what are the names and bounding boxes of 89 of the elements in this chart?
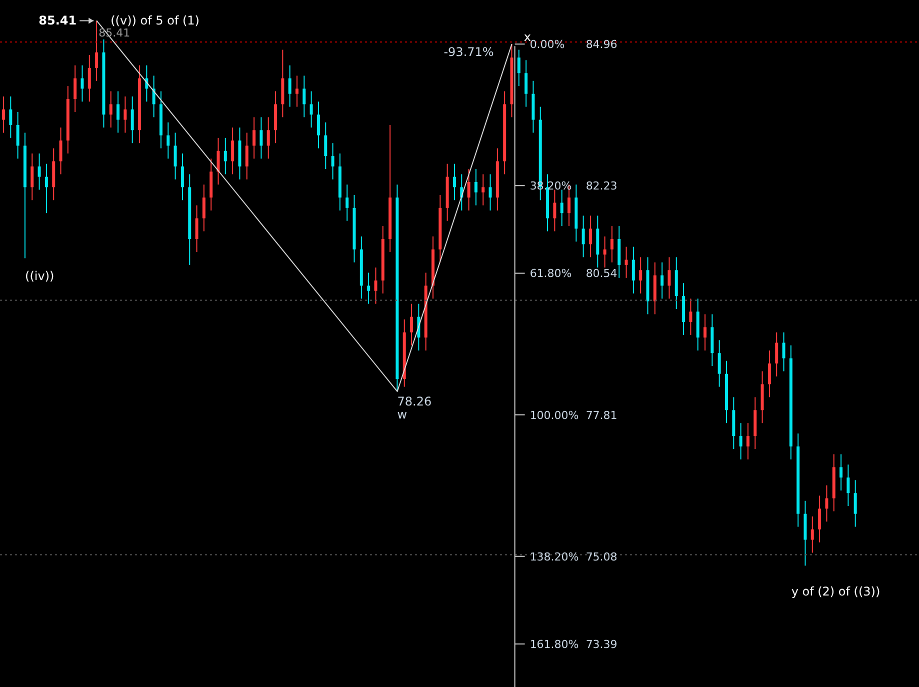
candlestick (130, 96, 134, 144)
candlestick (59, 127, 62, 175)
candlestick (346, 184, 349, 222)
candlestick (718, 340, 721, 388)
candlestick (30, 152, 34, 201)
annotation: 161.80% (530, 638, 579, 651)
candlestick (231, 127, 234, 175)
candlestick (109, 90, 112, 128)
candlestick (588, 215, 592, 258)
candlestick (95, 20, 98, 82)
candlestick (825, 484, 828, 522)
candlestick (474, 168, 478, 206)
candlestick (324, 122, 328, 170)
candlestick (16, 111, 20, 160)
candlestick (818, 495, 822, 543)
candlestick (603, 236, 606, 268)
candlestick (116, 90, 120, 134)
candlestick (768, 350, 771, 398)
candlestick (9, 96, 12, 138)
candlestick (44, 163, 48, 214)
annotation: 138.20% (530, 550, 579, 564)
candlestick (374, 267, 378, 304)
y-tick-label: 84.96 (586, 38, 618, 52)
candlestick (260, 116, 263, 160)
candlestick (689, 298, 692, 336)
candlestick (166, 122, 170, 160)
candlestick (840, 454, 843, 491)
candlestick (331, 142, 334, 180)
candlestick (288, 64, 292, 108)
candlestick (810, 516, 814, 554)
candlestick (310, 90, 313, 128)
candlestick (367, 272, 370, 304)
annotation: x (524, 30, 531, 44)
candlestick (80, 64, 84, 102)
candlestick (180, 152, 184, 201)
candlestick (174, 132, 177, 180)
annotation: 0.00% (530, 38, 565, 52)
candlestick (782, 332, 786, 372)
candlestick (124, 96, 127, 134)
y-tick-label: 77.81 (586, 408, 618, 422)
candlestick (2, 96, 5, 134)
annotation: 85.41 (38, 14, 77, 28)
candlestick (216, 137, 220, 186)
annotation: 61.80% (530, 267, 572, 280)
candlestick (524, 60, 528, 108)
annotation: 100.00% (530, 408, 579, 422)
candlestick (610, 226, 614, 263)
candlestick (704, 314, 707, 351)
candlestick (195, 204, 198, 252)
annotation: -93.71% (444, 45, 494, 60)
y-tick-label: 82.23 (586, 180, 618, 193)
y-tick-label: 75.08 (586, 550, 618, 564)
candlestick (560, 189, 564, 227)
candlestick (739, 422, 742, 460)
candlestick (316, 101, 320, 149)
candlestick (854, 480, 857, 528)
candlestick (452, 163, 456, 201)
candlestick (668, 256, 671, 300)
candlestick (410, 303, 414, 346)
candlestick (74, 64, 77, 112)
candlestick (224, 137, 227, 175)
annotation: y of (2) of ((3)) (791, 584, 880, 599)
candlestick (488, 174, 492, 212)
candlestick (202, 184, 206, 232)
candlestick (639, 256, 642, 294)
candlestick (660, 262, 664, 300)
candlestick (295, 75, 298, 108)
candlestick (252, 116, 256, 160)
candlestick (38, 152, 41, 190)
y-tick-label: 80.54 (586, 267, 618, 280)
candlestick (582, 215, 585, 258)
candlestick (746, 422, 750, 460)
candlestick (88, 54, 91, 102)
candlestick (624, 246, 628, 278)
candlestick (245, 132, 248, 180)
y-tick-label: 73.39 (586, 638, 618, 651)
candlestick (467, 168, 470, 212)
candlestick (517, 49, 520, 87)
candlestick (266, 116, 270, 160)
annotation: w (397, 407, 408, 422)
annotation: ((v)) of 5 of (1) (110, 14, 200, 28)
candlestick (482, 174, 485, 206)
candlestick (775, 332, 778, 377)
annotation: 78.26 (397, 394, 432, 408)
annotation: ((iv)) (25, 269, 54, 284)
candlestick (632, 246, 635, 294)
candlestick (846, 464, 850, 507)
candlestick (553, 189, 556, 232)
candlestick (302, 75, 306, 118)
